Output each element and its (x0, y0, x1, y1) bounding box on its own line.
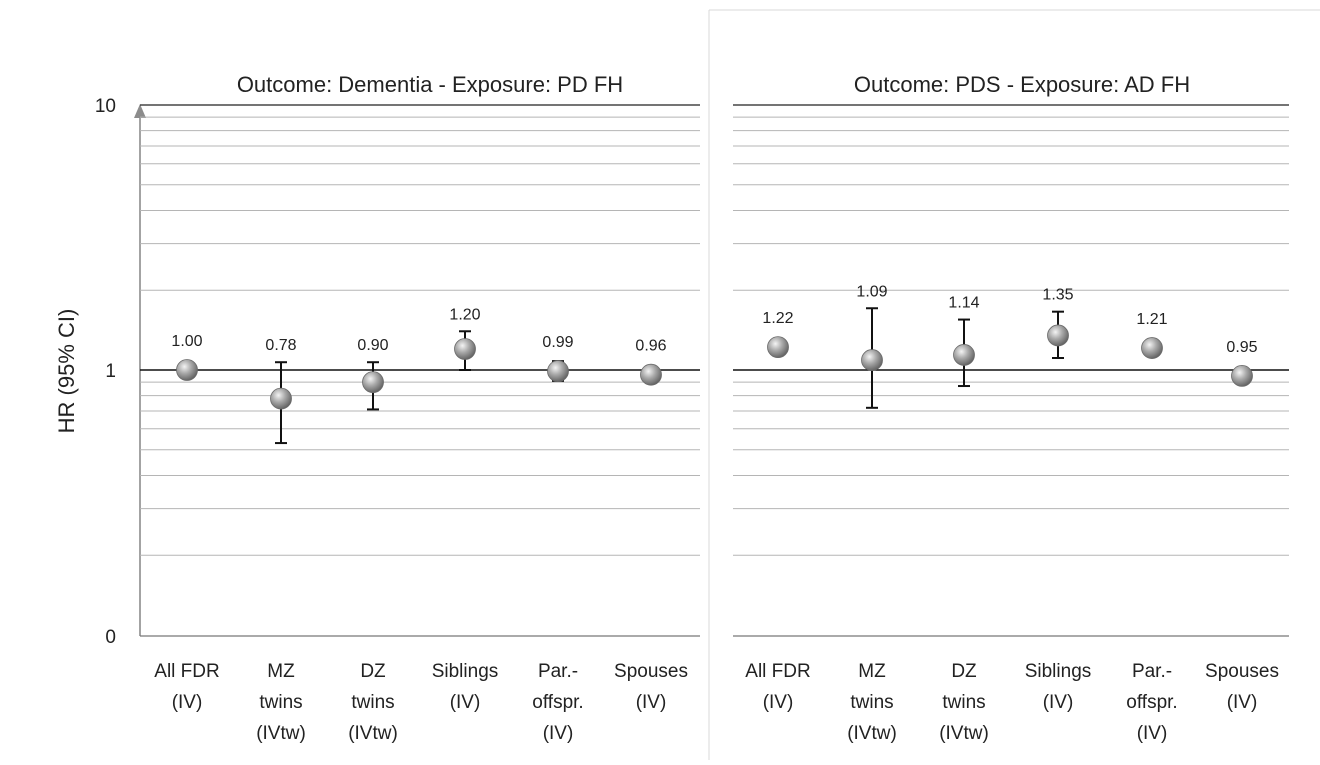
hr-value-label: 1.22 (762, 310, 793, 327)
hr-point (362, 371, 384, 394)
hr-value-label: 0.90 (357, 337, 388, 354)
hr-point (953, 344, 975, 366)
x-category-label: Siblings (432, 661, 499, 682)
x-category-label: (IVtw) (847, 723, 897, 744)
x-category-label: (IV) (172, 692, 203, 713)
hr-point (1231, 365, 1253, 387)
x-category-label: (IVtw) (348, 723, 398, 744)
hr-point (640, 363, 662, 386)
hr-point (270, 387, 292, 410)
x-category-label: (IV) (1043, 692, 1074, 713)
y-axis-title: HR (95% CI) (54, 309, 79, 434)
x-category-label: twins (351, 692, 394, 713)
hr-value-label: 1.09 (856, 283, 887, 300)
hr-value-label: 1.20 (449, 306, 480, 323)
x-category-label: (IVtw) (939, 723, 989, 744)
hr-point (1047, 324, 1069, 347)
hr-value-label: 0.95 (1226, 339, 1257, 356)
x-category-label: MZ (267, 661, 295, 682)
hr-point (176, 359, 198, 381)
x-category-label: Par.- (1132, 661, 1172, 682)
x-category-label: offspr. (532, 692, 583, 713)
x-category-label: offspr. (1126, 692, 1177, 713)
hr-point (767, 336, 789, 359)
hr-point (547, 360, 569, 383)
x-category-label: (IV) (450, 692, 481, 713)
hr-point (1141, 337, 1163, 359)
x-category-label: (IV) (636, 692, 667, 713)
y-axis-arrow (134, 104, 146, 118)
x-category-label: (IVtw) (256, 723, 306, 744)
y-tick-label: 10 (95, 96, 116, 117)
hr-value-label: 1.14 (948, 295, 979, 312)
x-category-label: twins (942, 692, 985, 713)
x-category-label: Siblings (1025, 661, 1092, 682)
x-category-label: (IV) (1137, 723, 1168, 744)
hr-value-label: 0.96 (635, 338, 666, 355)
hr-value-label: 0.99 (542, 334, 573, 351)
x-category-label: DZ (951, 661, 977, 682)
x-category-label: All FDR (154, 661, 219, 682)
x-category-label: Spouses (1205, 661, 1279, 682)
panel-title: Outcome: PDS - Exposure: AD FH (854, 72, 1190, 97)
hr-point (454, 338, 476, 360)
x-category-label: Spouses (614, 661, 688, 682)
panel-title: Outcome: Dementia - Exposure: PD FH (237, 72, 623, 97)
hr-value-label: 0.78 (265, 337, 296, 354)
hr-value-label: 1.00 (171, 333, 202, 350)
hr-value-label: 1.35 (1042, 287, 1073, 304)
x-category-label: (IV) (1227, 692, 1258, 713)
x-category-label: (IV) (763, 692, 794, 713)
y-tick-label: 1 (105, 361, 116, 382)
y-tick-label: 0 (105, 627, 116, 648)
x-category-label: All FDR (745, 661, 810, 682)
x-category-label: Par.- (538, 661, 578, 682)
hr-value-label: 1.21 (1136, 311, 1167, 328)
x-category-label: twins (259, 692, 302, 713)
hr-point (861, 349, 883, 371)
x-category-label: DZ (360, 661, 386, 682)
x-category-label: twins (850, 692, 893, 713)
x-category-label: (IV) (543, 723, 574, 744)
x-category-label: MZ (858, 661, 886, 682)
